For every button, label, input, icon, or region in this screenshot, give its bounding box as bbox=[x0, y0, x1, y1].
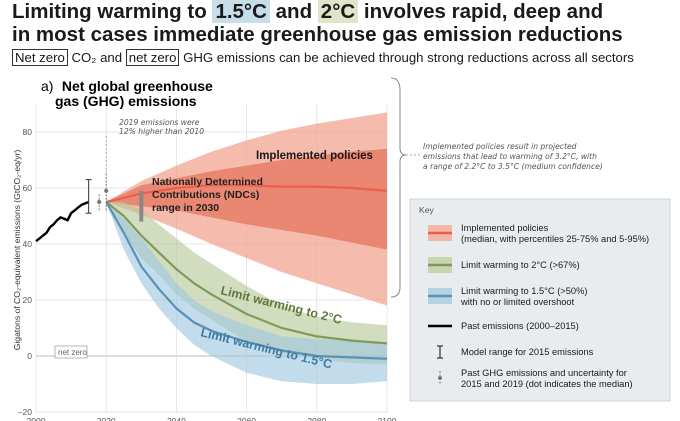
key-box bbox=[409, 198, 671, 402]
x-tick-label: 2100 bbox=[378, 416, 397, 421]
limit-2c-band bbox=[106, 202, 387, 365]
key-title: Key bbox=[419, 205, 435, 215]
y-tick-label: 80 bbox=[23, 127, 33, 137]
projection-bracket bbox=[390, 77, 407, 298]
key-label-line-1: Limit warming to 2°C (>67%) bbox=[461, 260, 580, 270]
past-emissions-line bbox=[35, 200, 90, 243]
y-tick-label: 40 bbox=[23, 239, 33, 249]
ndc-range-bar bbox=[139, 190, 144, 222]
implemented-note-line-3: a range of 2.2°C to 3.5°C (medium confid… bbox=[423, 162, 603, 171]
net-zero-label: net zero bbox=[58, 348, 87, 357]
implemented-note-line-1: Implemented policies result in projected bbox=[423, 142, 577, 151]
limit-2c-line bbox=[105, 201, 388, 345]
highlight-1-5: 1.5°C bbox=[212, 0, 270, 23]
x-tick-label: 2080 bbox=[307, 416, 326, 421]
x-tick-label: 2020 bbox=[97, 416, 116, 421]
y-axis-label: Gigatons of CO₂-equivalent emissions (Gt… bbox=[12, 150, 22, 351]
annotation-2019-line-1: 2019 emissions were bbox=[119, 118, 200, 127]
key-label-line-1: Past GHG emissions and uncertainty for bbox=[461, 368, 627, 378]
key-label-line-1: Implemented policies bbox=[461, 223, 549, 233]
net-zero-box-2: net zero bbox=[125, 49, 180, 66]
lines bbox=[35, 184, 388, 360]
key-label-line-2: (median, with percentiles 25-75% and 5-9… bbox=[461, 234, 649, 244]
key-label-line-2: 2015 and 2019 (dot indicates the median) bbox=[461, 379, 633, 389]
headline-line-2: in most cases immediate greenhouse gas e… bbox=[12, 23, 623, 46]
ndc-label-line-1: Nationally Determined bbox=[152, 176, 263, 188]
highlight-2: 2°C bbox=[317, 0, 359, 23]
subtitle: Net zero CO₂ and net zero GHG emissions … bbox=[12, 49, 680, 66]
implemented-policies-line bbox=[105, 184, 388, 204]
implemented-note-line-2: emissions that lead to warming of 3.2°C,… bbox=[423, 152, 597, 161]
net-zero-box-1: Net zero bbox=[12, 49, 68, 66]
key-label-line-1: Limit warming to 1.5°C (>50%) bbox=[461, 286, 587, 296]
headline-line-1: Limiting warming to 1.5°C and 2°C involv… bbox=[12, 0, 604, 23]
y-tick-label: 0 bbox=[27, 351, 32, 361]
y-tick-label: 60 bbox=[23, 183, 33, 193]
net-zero-label-box bbox=[54, 345, 88, 359]
key-items: Implemented policies(median, with percen… bbox=[428, 223, 649, 389]
key-label-line-2: with no or limited overshoot bbox=[460, 297, 575, 307]
key-label-line-1: Past emissions (2000–2015) bbox=[461, 321, 579, 331]
y-tick-label: –20 bbox=[18, 407, 32, 417]
limit-1-5c-line bbox=[105, 201, 388, 360]
past-uncertainty-dot-0 bbox=[97, 199, 102, 205]
x-tick-label: 2040 bbox=[167, 416, 186, 421]
key-swatch-dot bbox=[438, 376, 442, 380]
y-tick-label: 20 bbox=[23, 295, 33, 305]
implemented-band-25-75 bbox=[106, 148, 387, 250]
ndc-label-line-3: range in 2030 bbox=[152, 202, 219, 214]
implemented-policies-label: Implemented policies bbox=[256, 150, 373, 162]
panel-title-line-1: a) Net global greenhouse bbox=[41, 78, 213, 95]
x-tick-label: 2060 bbox=[237, 416, 256, 421]
markers bbox=[85, 136, 144, 222]
annotation-2019-line-2: 12% higher than 2010 bbox=[119, 127, 204, 136]
ndc-label-line-2: Contributions (NDCs) bbox=[152, 189, 259, 201]
past-uncertainty-dot-1 bbox=[104, 188, 109, 193]
panel-title-line-2: gas (GHG) emissions bbox=[55, 93, 197, 109]
x-tick-label: 2000 bbox=[27, 416, 46, 421]
headline: Limiting warming to 1.5°C and 2°C involv… bbox=[12, 0, 672, 46]
key-label-line-1: Model range for 2015 emissions bbox=[461, 347, 594, 357]
